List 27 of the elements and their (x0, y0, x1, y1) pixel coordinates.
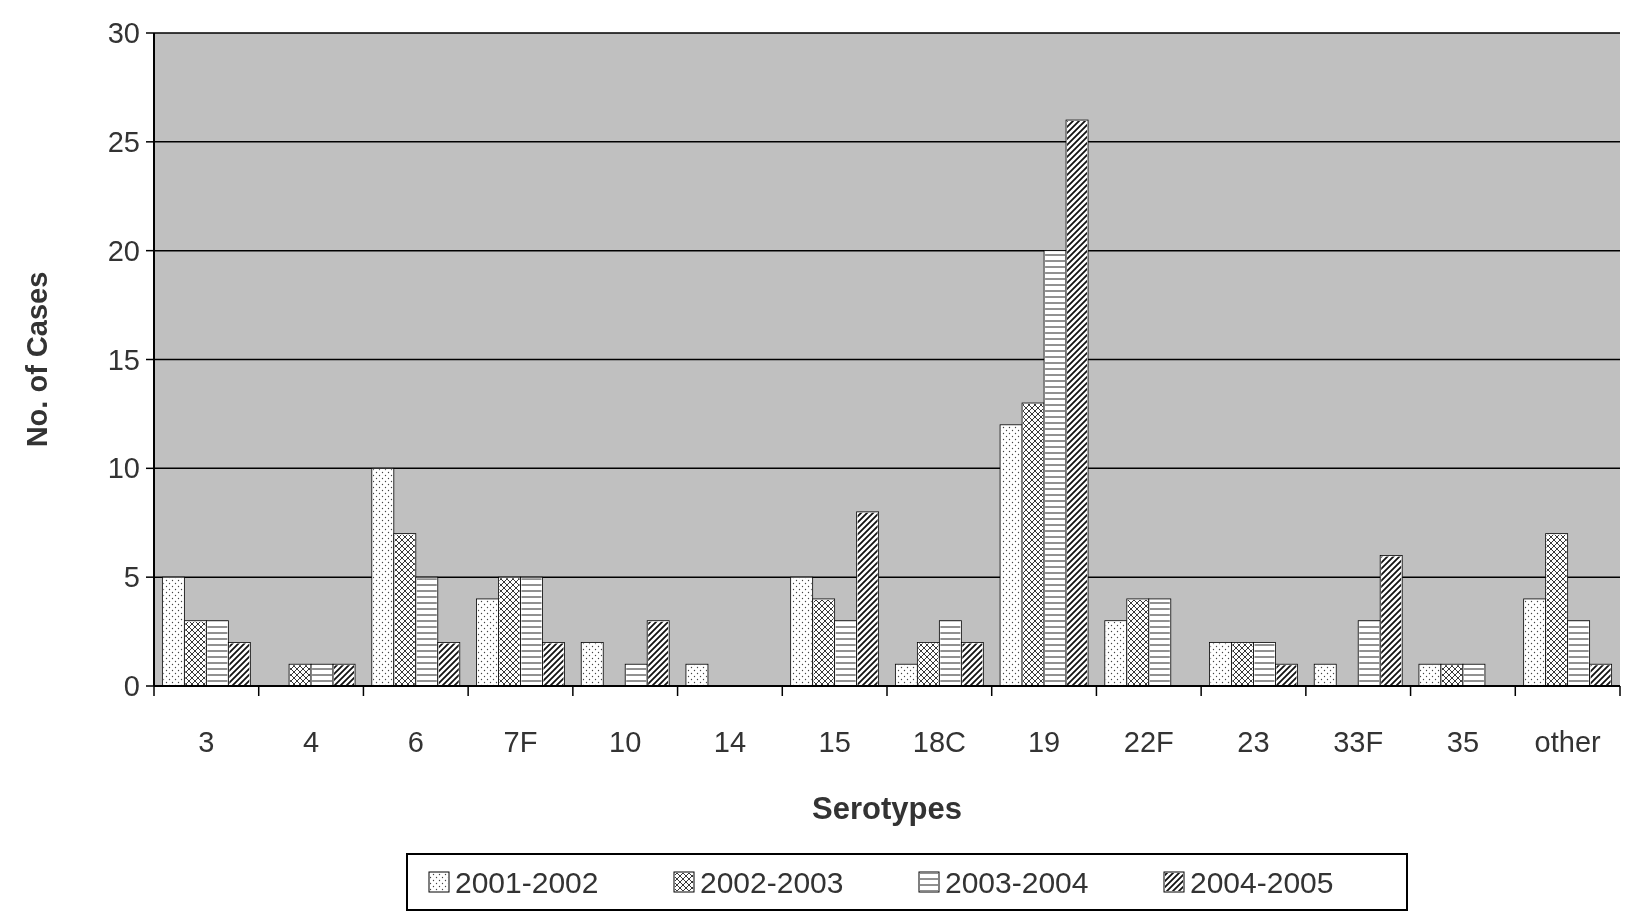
x-tick-label: 35 (1446, 726, 1480, 758)
x-tick-label: 4 (303, 726, 320, 758)
y-tick-label: 5 (123, 561, 140, 594)
legend-label: 2001-2002 (455, 865, 599, 899)
x-tick-label: 33F (1333, 726, 1384, 758)
x-tick-label: 10 (609, 726, 642, 758)
x-tick-label: 23 (1237, 726, 1270, 758)
y-tick-label: 10 (107, 452, 140, 485)
x-tick-label: 15 (818, 726, 851, 758)
x-tick-label: 6 (407, 726, 424, 758)
y-axis-title: No. of Cases (21, 271, 53, 448)
y-tick-label: 30 (107, 17, 140, 50)
y-tick-label: 20 (107, 234, 140, 267)
legend-label: 2003-2004 (945, 865, 1089, 899)
legend-label: 2004-2005 (1190, 865, 1334, 899)
y-tick-label: 0 (123, 670, 140, 703)
x-tick-label: 14 (713, 726, 747, 758)
y-tick-label: 15 (107, 343, 140, 376)
legend-label: 2002-2003 (700, 865, 844, 899)
x-axis-title: Serotypes (812, 791, 962, 826)
y-tick-label: 25 (107, 125, 140, 158)
x-tick-label: 22F (1123, 726, 1174, 758)
x-tick-label: 18C (912, 726, 966, 758)
x-tick-label: other (1534, 726, 1602, 758)
x-tick-label: 19 (1027, 726, 1061, 758)
x-tick-label: 7F (503, 726, 538, 758)
x-tick-label: 3 (198, 726, 215, 758)
